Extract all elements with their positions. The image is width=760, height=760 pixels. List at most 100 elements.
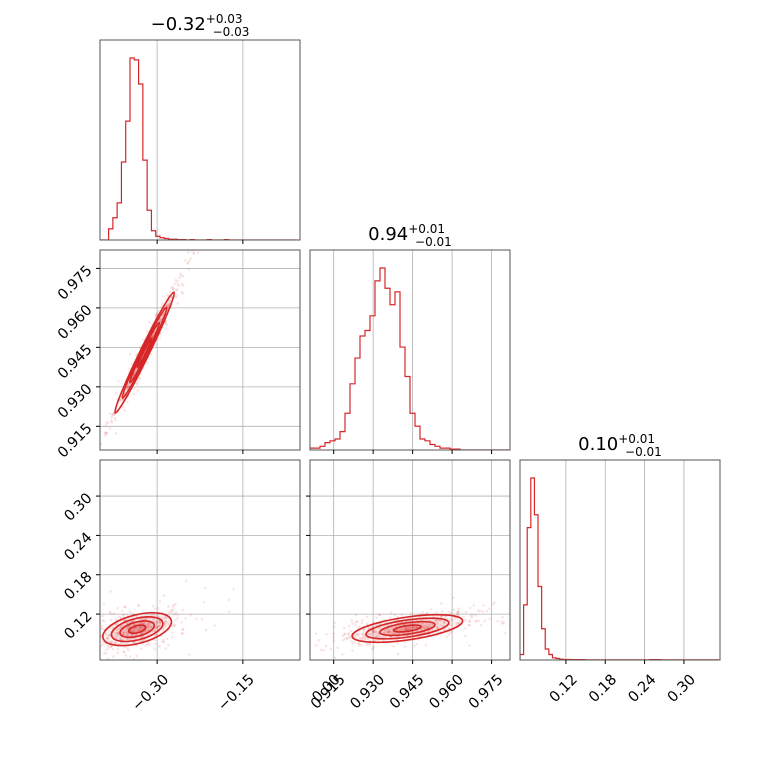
scatter-point — [213, 624, 217, 627]
scatter-point — [360, 638, 364, 641]
histogram-line — [520, 477, 719, 660]
scatter-point — [358, 636, 362, 640]
scatter-point — [131, 633, 135, 637]
scatter-point — [173, 613, 176, 616]
scatter-point — [97, 639, 100, 642]
scatter-point — [116, 606, 119, 610]
tick-label-y: 0.975 — [55, 263, 96, 304]
scatter-point — [134, 626, 138, 629]
contour-level — [119, 620, 156, 639]
scatter-point — [160, 317, 163, 321]
scatter-point — [227, 598, 231, 602]
panel-frame — [99, 249, 301, 451]
scatter-point — [162, 638, 165, 642]
scatter-point — [180, 620, 184, 624]
scatter-point — [136, 382, 139, 386]
scatter-point — [104, 648, 107, 652]
scatter-point — [171, 285, 174, 289]
scatter-point — [407, 628, 410, 631]
scatter-point — [120, 609, 124, 612]
scatter-point — [302, 648, 305, 651]
scatter-point — [173, 282, 177, 285]
scatter-point — [424, 643, 428, 647]
scatter-point — [134, 633, 138, 637]
scatter-point — [366, 637, 370, 640]
scatter-point — [168, 611, 171, 614]
scatter-point — [152, 629, 156, 633]
scatter-point — [151, 334, 155, 337]
scatter-point — [100, 455, 103, 458]
scatter-point — [158, 644, 161, 648]
scatter-point — [161, 628, 164, 631]
scatter-point — [158, 336, 162, 340]
scatter-point — [362, 632, 365, 636]
scatter-point — [136, 380, 140, 383]
scatter-point — [192, 251, 196, 254]
scatter-point — [151, 604, 155, 608]
scatter-point — [138, 628, 141, 632]
scatter-point — [456, 613, 460, 616]
scatter-point — [128, 625, 132, 628]
scatter-point — [181, 284, 185, 287]
scatter-point — [156, 625, 159, 629]
scatter-point — [153, 638, 157, 642]
scatter-point — [103, 619, 106, 623]
scatter-point — [113, 416, 117, 420]
scatter-point — [351, 649, 354, 652]
tick-label-y: 0.915 — [55, 421, 96, 462]
hist-panel-param-1 — [309, 249, 511, 454]
scatter-point — [164, 320, 168, 323]
scatter-point — [449, 618, 453, 621]
scatter-point — [73, 610, 76, 613]
scatter-point — [456, 610, 460, 613]
scatter-point — [356, 620, 359, 624]
scatter-point — [149, 352, 153, 356]
scatter-point — [165, 620, 168, 623]
scatter-point — [360, 619, 364, 622]
scatter-point — [462, 616, 466, 619]
scatter-point — [104, 633, 108, 636]
scatter-point — [375, 634, 378, 637]
scatter-point — [183, 259, 187, 262]
scatter-point — [469, 614, 473, 617]
scatter-point — [421, 610, 424, 614]
scatter-point — [96, 640, 99, 643]
tick-label-x: 0.18 — [586, 672, 620, 706]
scatter-point — [187, 250, 190, 254]
scatter-point — [127, 625, 131, 629]
scatter-point — [151, 334, 155, 338]
scatter-point — [203, 586, 207, 590]
scatter-point — [103, 652, 106, 655]
scatter-point — [106, 637, 109, 640]
scatter-point — [393, 632, 397, 636]
scatter-point — [414, 625, 418, 629]
scatter-point — [108, 633, 112, 637]
scatter-point — [362, 628, 366, 632]
scatter-point — [435, 611, 438, 614]
scatter-point — [168, 290, 172, 294]
scatter-point — [403, 645, 407, 648]
scatter-point — [115, 628, 118, 632]
scatter-point — [361, 636, 364, 640]
scatter-point — [435, 618, 438, 622]
scatter-point — [122, 632, 125, 635]
scatter-point — [146, 329, 149, 333]
scatter-point — [232, 587, 235, 591]
scatter-point — [172, 287, 175, 291]
hist-panel-param-0 — [99, 39, 301, 244]
scatter-point — [124, 654, 128, 657]
scatter-point — [363, 638, 367, 642]
scatter-point — [110, 420, 114, 424]
scatter-point — [421, 622, 424, 625]
scatter-point — [178, 276, 181, 280]
scatter-point — [127, 617, 131, 620]
scatter-point — [137, 604, 141, 608]
scatter-point — [171, 635, 174, 639]
scatter-point — [196, 237, 199, 240]
scatter-point — [344, 637, 347, 641]
scatter-point — [166, 293, 170, 297]
scatter-point — [106, 662, 109, 665]
scatter-point — [357, 642, 361, 646]
scatter-point — [387, 629, 391, 633]
scatter-point — [428, 624, 432, 628]
